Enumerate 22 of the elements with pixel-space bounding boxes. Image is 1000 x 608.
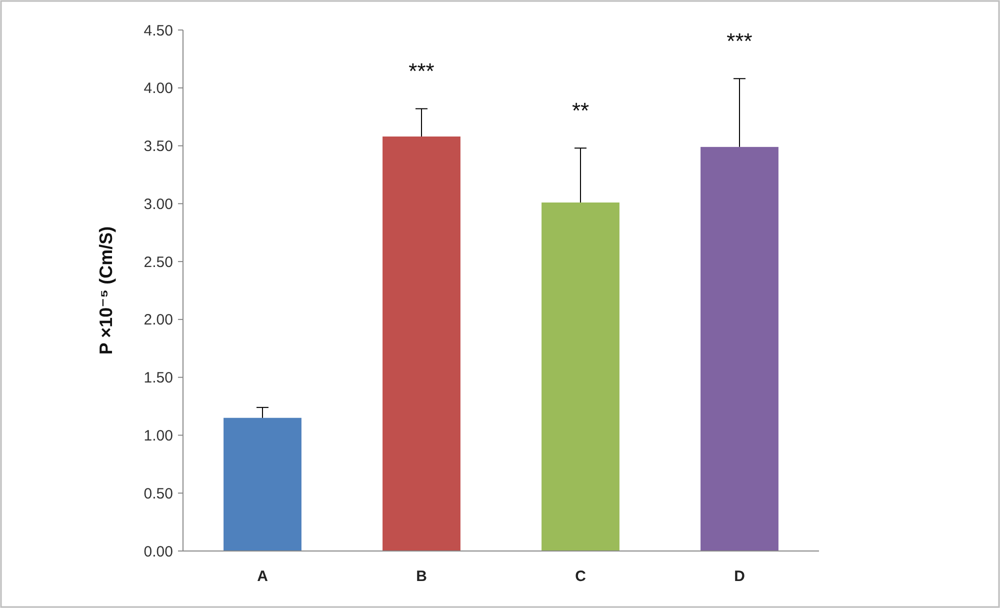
y-tick-label: 1.00 [144, 427, 173, 444]
y-tick-label: 3.50 [144, 138, 173, 156]
x-tick-label: C [575, 568, 586, 585]
bar [382, 136, 460, 551]
bar [224, 418, 302, 551]
y-tick-label: 0.00 [144, 543, 173, 560]
bar [700, 146, 778, 551]
annotation: ** [572, 98, 590, 124]
y-tick-label: 3.00 [144, 196, 173, 213]
y-tick-label: 4.50 [144, 22, 173, 40]
y-axis-title: P ×10⁻⁵ (Cm/S) [96, 226, 116, 355]
x-tick-label: B [416, 568, 428, 585]
y-tick-label: 2.00 [144, 312, 173, 329]
x-tick-label: A [257, 568, 268, 585]
bar [542, 202, 620, 551]
y-tick-label: 4.00 [144, 80, 173, 98]
y-tick-label: 2.50 [144, 254, 173, 271]
y-tick-label: 1.50 [144, 370, 173, 387]
annotation: *** [408, 58, 435, 84]
y-tick-label: 0.50 [144, 485, 173, 502]
x-tick-label: D [734, 568, 746, 585]
annotation: *** [726, 28, 753, 54]
